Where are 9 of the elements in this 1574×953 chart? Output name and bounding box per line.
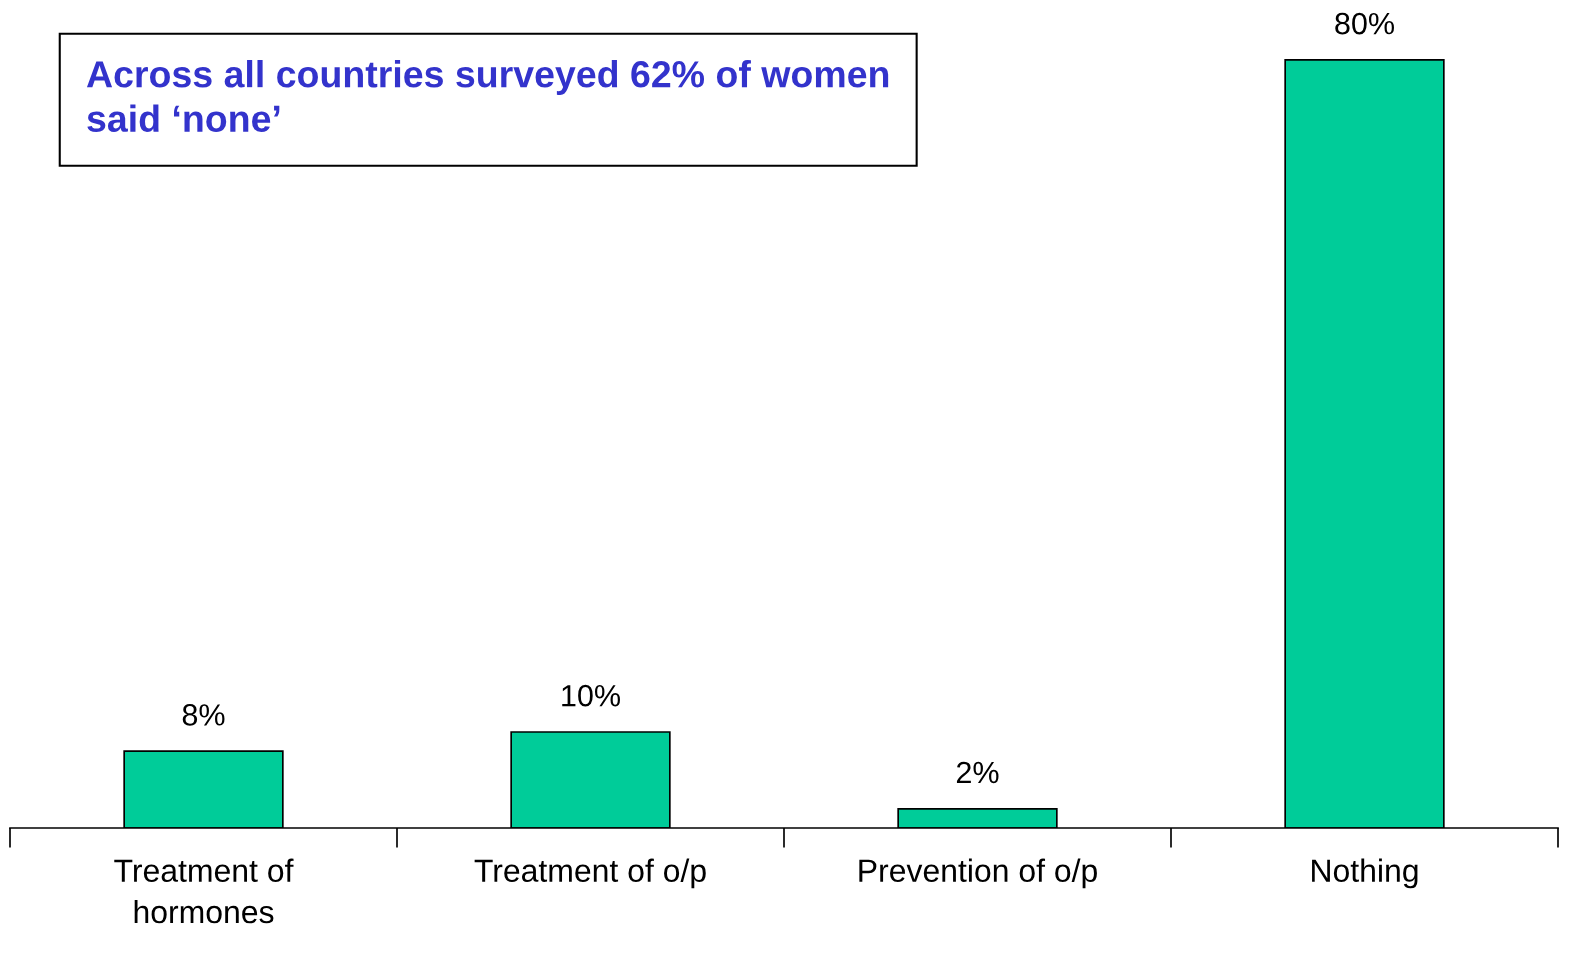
x-tick-label: Nothing [1312, 858, 1418, 889]
data-label: 8% [182, 704, 225, 726]
data-label: 2% [956, 761, 999, 784]
x-tick-label: Treatment of o/p [474, 858, 706, 889]
x-tick-label: Treatment of hormones [114, 858, 294, 924]
x-tick-label: Prevention of o/p [859, 858, 1097, 889]
data-label: 10% [562, 684, 620, 707]
annotation: Across all countries surveyed 62% of women said ‘none’ [86, 60, 889, 133]
data-label: 80% [1335, 12, 1394, 35]
